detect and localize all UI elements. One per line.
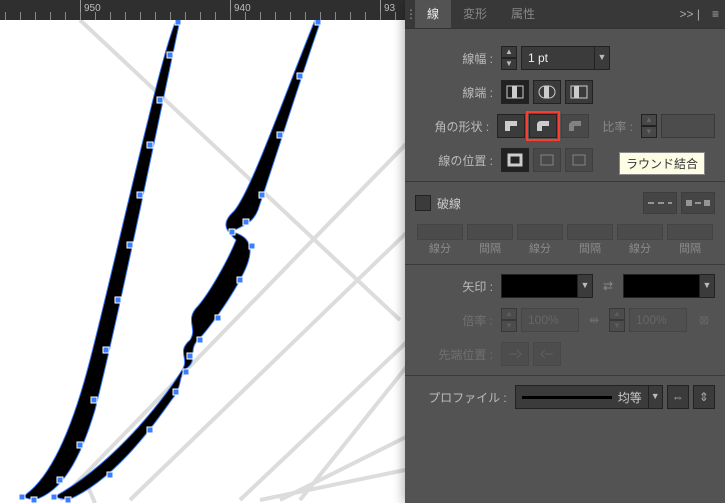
tab-attributes[interactable]: 属性: [499, 0, 547, 28]
join-bevel-button[interactable]: [561, 114, 589, 138]
profile-name: 均等: [618, 389, 642, 406]
weight-dropdown[interactable]: ▼: [595, 46, 610, 70]
scale-link-icon: ⇹: [585, 309, 603, 331]
arrow-scale-left: 100%: [521, 308, 579, 332]
weight-stepper[interactable]: ▲▼: [501, 46, 517, 70]
arrow-start-swatch[interactable]: [501, 274, 578, 298]
weight-label: 線幅 :: [415, 50, 501, 67]
profile-flip-h-icon[interactable]: ⇔: [667, 385, 689, 409]
dashed-checkbox[interactable]: [415, 195, 431, 211]
miter-limit-stepper: ▲▼: [641, 114, 657, 138]
miter-limit-field: [661, 114, 715, 138]
join-round-tooltip: ラウンド結合: [619, 152, 705, 175]
cap-butt-button[interactable]: [501, 80, 529, 104]
dashed-label: 破線: [437, 195, 461, 212]
align-inside-button: [533, 148, 561, 172]
weight-field[interactable]: 1 pt: [521, 46, 595, 70]
arrow-end-swatch[interactable]: [623, 274, 700, 298]
tip-extend-button: [501, 342, 529, 366]
dash-align-button[interactable]: [681, 192, 715, 214]
tab-transform[interactable]: 変形: [451, 0, 499, 28]
panel-more-button[interactable]: >> |: [674, 7, 706, 21]
join-miter-button[interactable]: [497, 114, 525, 138]
tip-align-label: 先端位置 :: [415, 346, 501, 363]
miter-limit-label: 比率 :: [589, 118, 641, 135]
arrow-start-dropdown[interactable]: ▼: [578, 274, 593, 298]
arrow-end-dropdown[interactable]: ▼: [700, 274, 715, 298]
cap-projecting-button[interactable]: [565, 80, 593, 104]
align-outside-button: [565, 148, 593, 172]
arrow-scale-label: 倍率 :: [415, 312, 501, 329]
scale-reset-icon: ⊠: [693, 313, 715, 327]
arrow-scale-right: 100%: [629, 308, 687, 332]
cap-label: 線端 :: [415, 84, 501, 101]
stroke-panel: ⋮ 線 変形 属性 >> | ≡ 線幅 : ▲▼ 1 pt ▼ 線端 :: [405, 0, 725, 503]
panel-menu-icon[interactable]: ≡: [706, 7, 725, 21]
dash-exact-button[interactable]: [643, 192, 677, 214]
dash-pattern-row: 線分間隔線分間隔線分間隔: [405, 220, 725, 260]
tip-inside-button: [533, 342, 561, 366]
panel-tab-bar: ⋮ 線 変形 属性 >> | ≡: [405, 0, 725, 29]
cap-round-button[interactable]: [533, 80, 561, 104]
arrow-label: 矢印 :: [415, 278, 501, 295]
tab-stroke[interactable]: 線: [415, 0, 451, 28]
profile-flip-v-icon[interactable]: ⇕: [693, 385, 715, 409]
join-round-button[interactable]: [529, 114, 557, 138]
join-label: 角の形状 :: [415, 118, 497, 135]
align-label: 線の位置 :: [415, 152, 501, 169]
profile-label: プロファイル :: [415, 389, 515, 406]
arrow-swap-icon[interactable]: ⇄: [599, 275, 617, 297]
panel-grip-icon[interactable]: ⋮: [405, 7, 415, 21]
profile-dropdown[interactable]: ▼: [649, 385, 663, 409]
align-center-button[interactable]: [501, 148, 529, 172]
profile-swatch[interactable]: 均等: [515, 385, 649, 409]
